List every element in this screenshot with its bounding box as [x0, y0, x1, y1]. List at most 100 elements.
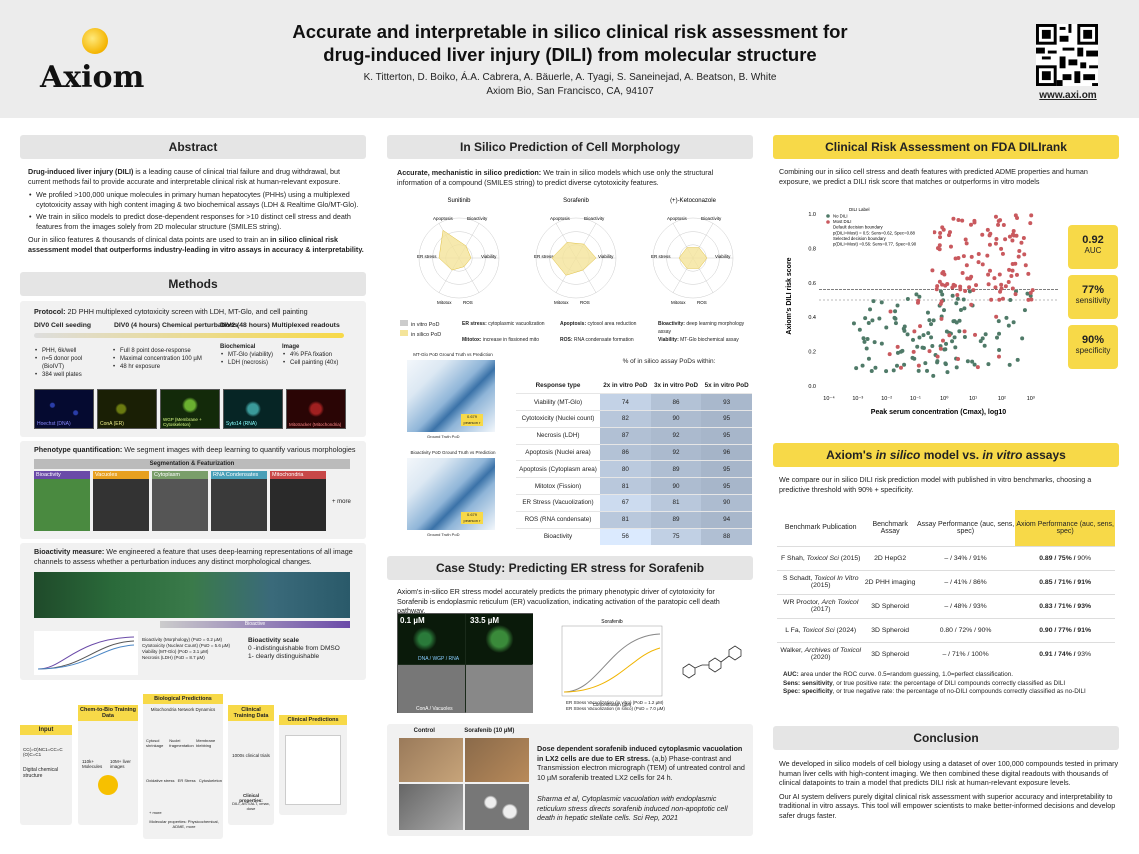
- nodili-point: [872, 340, 877, 345]
- nodili-point: [869, 368, 874, 373]
- bioactivity-curve-plot: [34, 631, 138, 675]
- auc-stat: 0.92 AUC: [1068, 225, 1118, 269]
- nodili-point: [997, 347, 1002, 352]
- mostdili-point: [934, 287, 939, 292]
- nodili-point: [980, 336, 985, 341]
- nodili-point: [884, 325, 889, 330]
- pod-table-header: Response type 2x in vitro PoD 3x in vitr…: [516, 377, 752, 394]
- mostdili-point: [940, 282, 945, 287]
- mostdili-point: [895, 344, 900, 349]
- nodili-point: [926, 331, 931, 336]
- nodili-point: [1020, 336, 1025, 341]
- mostdili-point: [912, 329, 917, 334]
- flow-clinical-predictions: Clinical Predictions: [279, 715, 347, 815]
- radar-axis-label: Bioactivity: [467, 216, 488, 221]
- radar-axis-label: Viability: [598, 254, 614, 259]
- mostdili-point: [976, 251, 981, 256]
- mostdili-point: [963, 237, 968, 242]
- bioactivity-image-strip: [34, 572, 350, 618]
- x-tick-label: 10⁻²: [881, 396, 892, 402]
- legend-title: DILI Label: [849, 207, 870, 212]
- seg-more: + more: [332, 499, 351, 505]
- benchmark-row: Walker, Archives of Toxicol (2020) 3D Sph…: [777, 641, 1115, 666]
- mostdili-point: [935, 354, 940, 359]
- mostdili-point: [927, 349, 932, 354]
- qr-code-icon[interactable]: [1036, 24, 1098, 86]
- mostdili-point: [945, 281, 950, 286]
- mostdili-point: [887, 352, 892, 357]
- nodili-point: [961, 297, 966, 302]
- nodili-point: [944, 329, 949, 334]
- radar-axis-label: Viability: [715, 254, 731, 259]
- risk-text: Combining our in silico cell stress and …: [779, 167, 1088, 186]
- invitro-swatch: [400, 320, 408, 326]
- nodili-point: [910, 355, 915, 360]
- radar-axis-label: Apoptosis: [667, 216, 688, 221]
- nodili-point: [931, 373, 936, 378]
- pod-table-row: Cytotoxicity (Nuclei count) 82 90 95: [516, 410, 752, 428]
- legend-entry: No DILI: [833, 214, 848, 219]
- nodili-point: [935, 359, 940, 364]
- mostdili-point: [1006, 280, 1011, 285]
- case-text: Axiom's in-silico ER stress model accura…: [397, 587, 720, 615]
- poster-title: Accurate and interpretable in silico cli…: [292, 21, 848, 65]
- protocol-panel: Protocol: 2D PHH multiplexed cytotoxicit…: [20, 301, 366, 437]
- mostdili-point: [1003, 284, 1008, 289]
- sensitivity-stat: 77% sensitivity: [1068, 275, 1118, 319]
- y-tick-label: 0.0: [808, 384, 816, 390]
- radar-axis-label: Viability: [481, 254, 497, 259]
- nodili-point: [857, 327, 862, 332]
- mostdili-point: [911, 349, 916, 354]
- mostdili-point: [1016, 254, 1021, 259]
- nodili-point: [994, 335, 999, 340]
- benchmark-row: L Fa, Toxicol Sci (2024) 3D Spheroid 0.80 …: [777, 617, 1115, 642]
- mostdili-point: [1029, 297, 1034, 302]
- nodili-point: [970, 359, 975, 364]
- mostdili-point: [956, 217, 961, 222]
- nodili-point: [950, 339, 955, 344]
- pod-table-row: Necrosis (LDH) 87 92 95: [516, 426, 752, 445]
- nodili-point: [902, 362, 907, 367]
- flow-biological-predictions: Biological Predictions Mitochondria Netw…: [143, 694, 223, 839]
- radar-insilico-area: [551, 242, 597, 276]
- mostdili-point: [930, 268, 935, 273]
- nodili-point: [962, 334, 967, 339]
- mostdili-point: [1000, 296, 1005, 301]
- cona-image: ConA (ER): [97, 389, 157, 429]
- nodili-point: [1022, 308, 1027, 313]
- nodili-point: [925, 310, 930, 315]
- mostdili-point: [993, 285, 998, 290]
- website-link[interactable]: www.axi.om: [1039, 90, 1097, 101]
- nodili-point: [967, 289, 972, 294]
- case-plot-xlabel: Concentration (µM): [593, 702, 632, 707]
- x-tick-label: 10⁰: [940, 395, 949, 402]
- tem-panel: Control Sorafenib (10 µM) Dose dependent …: [387, 724, 753, 836]
- mostdili-point: [994, 314, 999, 319]
- nodili-point: [879, 300, 884, 305]
- insilico-curve: [563, 647, 661, 693]
- mitotracker-image: Mitotracker (Mitochondria): [286, 389, 346, 429]
- insilico-swatch: [400, 330, 408, 336]
- axiom-logo-icon: [82, 28, 108, 54]
- sorafenib-micrographs: 0.1 µM 33.5 µM DNA / WGP / RNA ConA / Va…: [397, 613, 533, 713]
- nodili-point: [930, 343, 935, 348]
- mostdili-point: [960, 270, 965, 275]
- hoechst-image: Hoechst (DNA): [34, 389, 94, 429]
- compare-text: We compare our in silico DILI risk predi…: [779, 475, 1092, 494]
- mostdili-point: [969, 254, 974, 259]
- nodili-point: [953, 345, 958, 350]
- mostdili-point: [975, 365, 980, 370]
- pod-table-row: ER Stress (Vacuolization) 67 81 90: [516, 494, 752, 512]
- mostdili-point: [969, 302, 974, 307]
- y-tick-label: 0.8: [808, 246, 816, 252]
- nodili-point: [893, 309, 898, 314]
- case-heading: Case Study: Predicting ER stress for Sor…: [387, 556, 753, 580]
- mostdili-point: [964, 263, 969, 268]
- mostdili-point: [1010, 268, 1015, 273]
- mostdili-point: [916, 298, 921, 303]
- mostdili-point: [937, 243, 942, 248]
- radar-axis-label: Bioactivity: [584, 216, 605, 221]
- nodili-point: [955, 296, 960, 301]
- mostdili-point: [976, 260, 981, 265]
- radar-legend: in vitro PoD in silico PoD: [400, 320, 441, 340]
